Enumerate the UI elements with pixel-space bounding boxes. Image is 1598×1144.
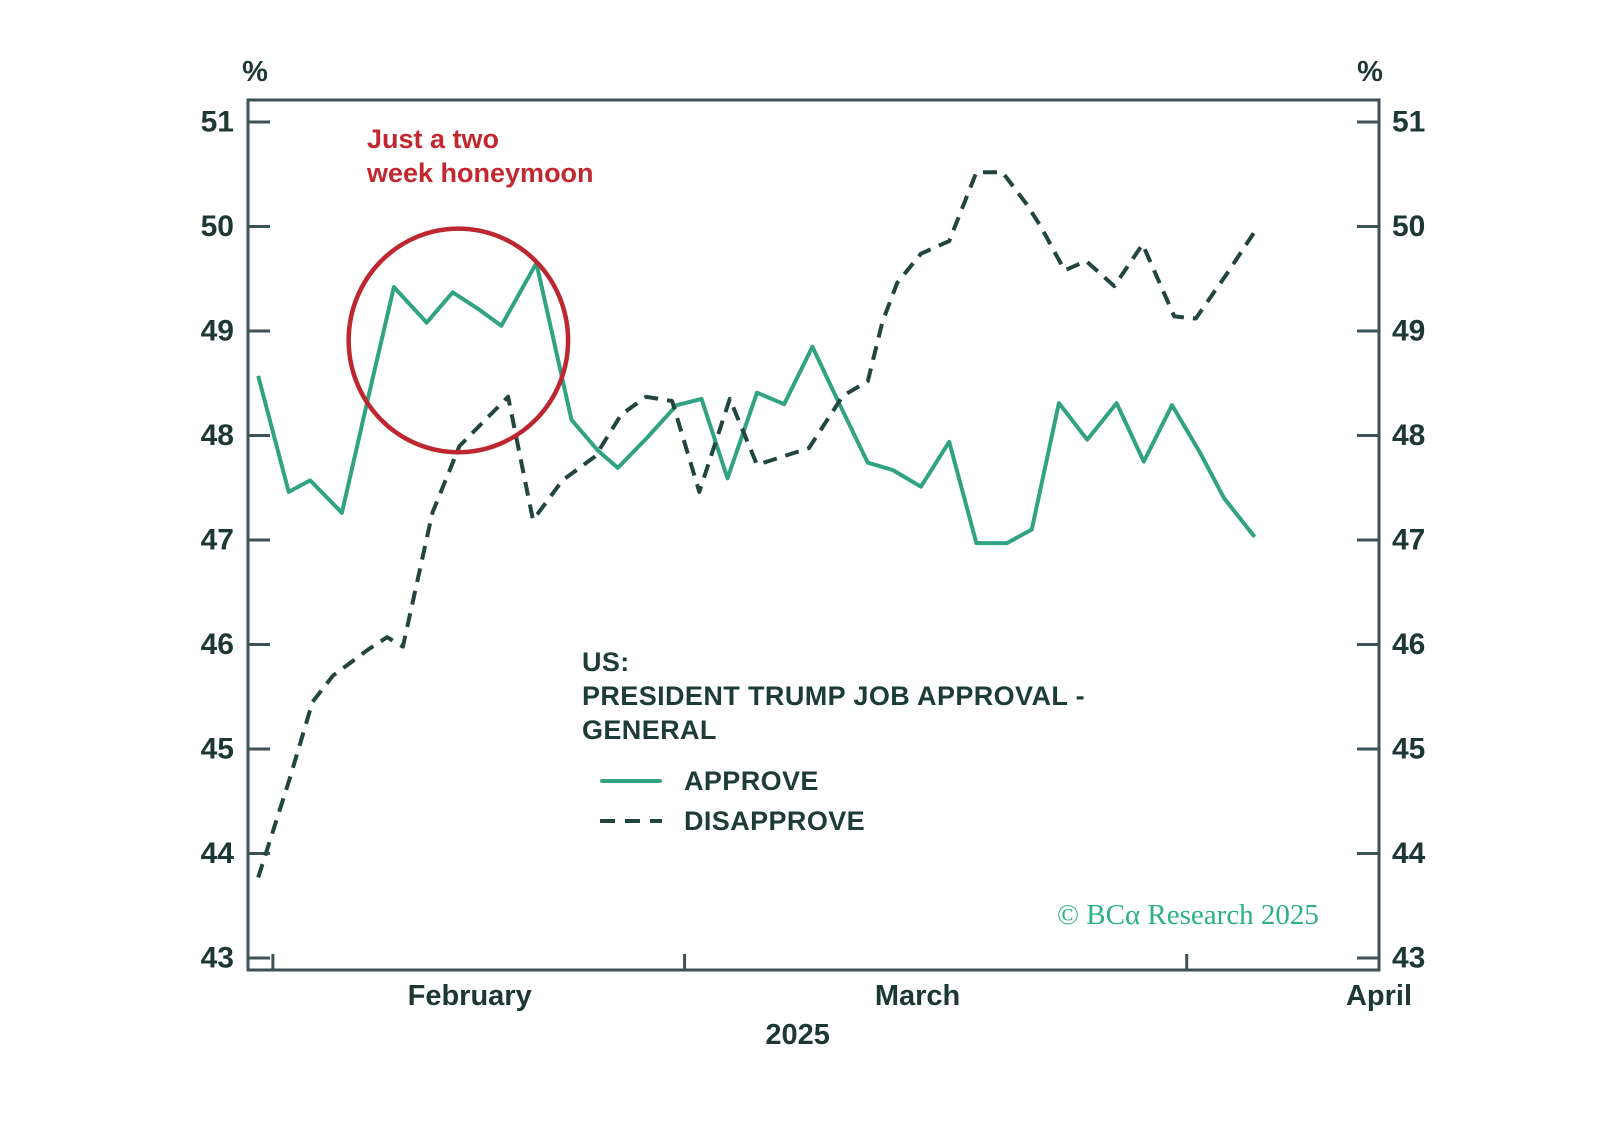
y-tick-label-left: 45 xyxy=(201,733,234,766)
chart-title: US: PRESIDENT TRUMP JOB APPROVAL - GENER… xyxy=(582,645,1085,747)
y-tick-label-left: 49 xyxy=(201,315,234,348)
chart-title-line-1: US: xyxy=(582,647,630,677)
y-tick-label-right: 46 xyxy=(1392,628,1425,661)
approve-line-swatch-icon xyxy=(600,779,662,783)
y-tick-label-left: 48 xyxy=(201,419,234,452)
y-tick-label-left: 43 xyxy=(201,942,234,975)
y-tick-label-right: 48 xyxy=(1392,419,1425,452)
bca-research-watermark: © BCα Research 2025 xyxy=(1057,899,1319,931)
y-tick-label-right: 51 xyxy=(1392,106,1425,139)
honeymoon-circle-annotation xyxy=(346,226,571,455)
plot-border xyxy=(246,98,1381,972)
x-axis-label-february: February xyxy=(407,980,532,1012)
legend-label-disapprove: DISAPPROVE xyxy=(684,805,866,836)
annotation-line-2: week honeymoon xyxy=(367,158,594,188)
legend-label-approve: APPROVE xyxy=(684,765,819,796)
honeymoon-annotation: Just a two week honeymoon xyxy=(367,122,594,190)
y-axis-unit-right: % xyxy=(1357,56,1383,88)
chart-title-line-3: GENERAL xyxy=(582,715,717,745)
disapprove-line-swatch-icon xyxy=(600,819,662,823)
y-tick-label-left: 47 xyxy=(201,524,234,557)
legend-item-disapprove: DISAPPROVE xyxy=(600,804,865,838)
chart-title-line-2: PRESIDENT TRUMP JOB APPROVAL - xyxy=(582,681,1086,711)
y-tick-label-right: 49 xyxy=(1392,315,1425,348)
y-tick-label-right: 43 xyxy=(1392,942,1425,975)
legend-item-approve: APPROVE xyxy=(600,764,865,798)
chart-legend: APPROVE DISAPPROVE xyxy=(600,764,865,844)
annotation-line-1: Just a two xyxy=(367,124,500,154)
y-tick-label-left: 51 xyxy=(201,106,234,139)
approve-line xyxy=(256,261,1257,546)
y-tick-label-right: 45 xyxy=(1392,733,1425,766)
y-tick-label-left: 44 xyxy=(201,837,235,870)
x-axis-label-april: April xyxy=(1345,980,1413,1012)
y-tick-label-left: 46 xyxy=(201,628,234,661)
y-tick-label-left: 50 xyxy=(201,210,234,243)
x-axis-year-label: 2025 xyxy=(765,1019,830,1051)
y-axis-unit-left: % xyxy=(242,56,268,88)
y-tick-label-right: 44 xyxy=(1392,837,1426,870)
x-axis-label-march: March xyxy=(874,980,961,1012)
y-tick-label-right: 47 xyxy=(1392,524,1425,557)
disapprove-line xyxy=(256,170,1257,879)
y-tick-label-right: 50 xyxy=(1392,210,1425,243)
